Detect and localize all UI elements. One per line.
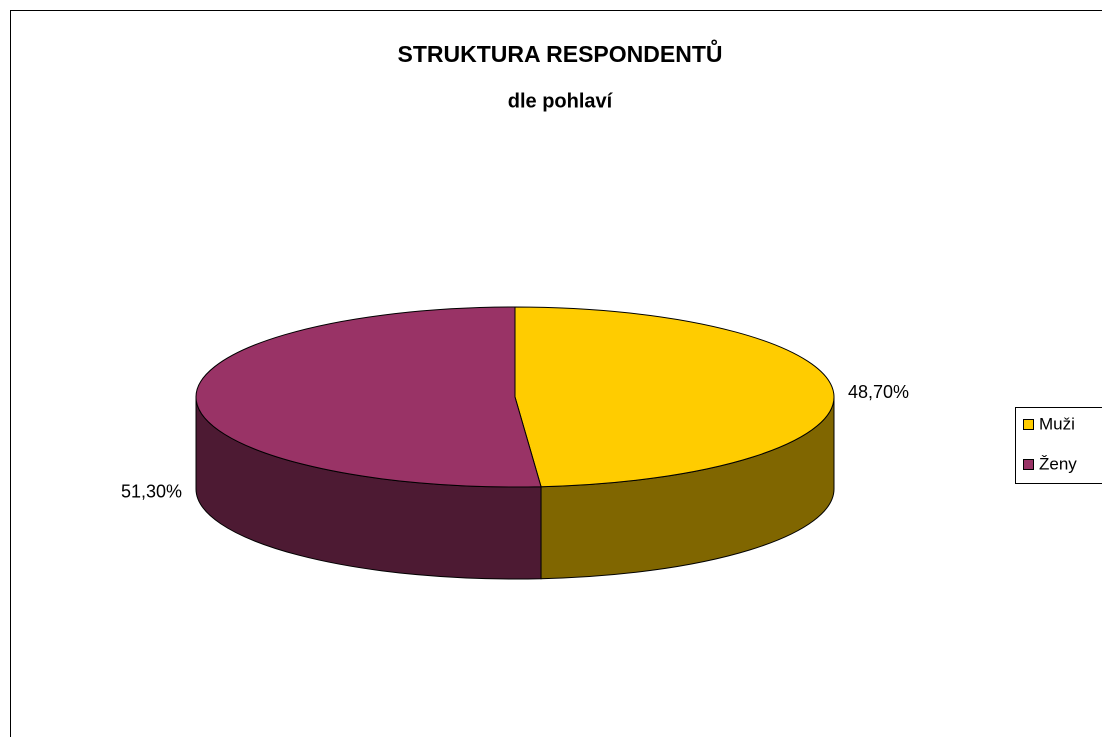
pie-slice [514, 306, 835, 488]
chart-frame [10, 10, 1102, 737]
legend-label: Ženy [1039, 454, 1077, 473]
legend-swatch [1023, 459, 1034, 470]
chart-subtitle: dle pohlaví [508, 90, 614, 112]
data-label: 51,30% [121, 481, 182, 501]
chart-title: STRUKTURA RESPONDENTŮ [398, 38, 723, 67]
legend-label: Muži [1039, 414, 1075, 433]
pie-slice [195, 306, 542, 488]
data-label: 48,70% [848, 382, 909, 402]
legend-swatch [1023, 419, 1034, 430]
